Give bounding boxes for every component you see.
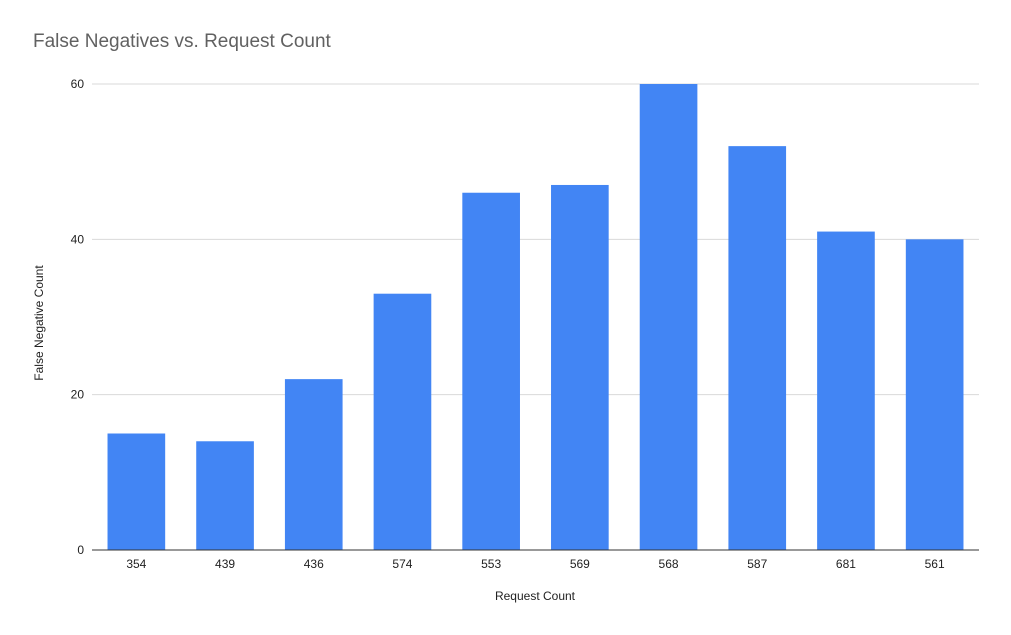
bar[interactable] (817, 231, 875, 551)
x-axis-title: Request Count (495, 589, 576, 603)
x-tick-label: 561 (925, 557, 945, 571)
x-tick-label: 568 (659, 557, 679, 571)
bar[interactable] (728, 146, 787, 550)
y-tick-label: 0 (77, 543, 84, 557)
bar[interactable] (107, 433, 166, 551)
x-tick-label: 354 (126, 557, 146, 571)
bar[interactable] (639, 84, 698, 550)
x-tick-label: 439 (215, 557, 235, 571)
x-tick-label: 681 (836, 557, 856, 571)
bar[interactable] (373, 293, 432, 550)
y-tick-label: 40 (71, 232, 85, 246)
x-tick-label: 569 (570, 557, 590, 571)
bar[interactable] (284, 379, 343, 550)
bar-layer (107, 84, 964, 551)
axis-layer: 0 20 40 60 354 439 436 574 553 569 568 587 681 561 (71, 77, 979, 571)
chart-title: False Negatives vs. Request Count (33, 31, 331, 52)
y-axis-title: False Negative Count (32, 265, 46, 381)
bar[interactable] (462, 192, 520, 550)
x-tick-label: 553 (481, 557, 501, 571)
x-tick-label: 574 (392, 557, 412, 571)
bar[interactable] (196, 441, 254, 550)
y-tick-label: 60 (71, 77, 85, 91)
bar[interactable] (551, 184, 609, 550)
y-tick-label: 20 (71, 388, 85, 402)
bar[interactable] (905, 239, 964, 551)
x-tick-label: 587 (747, 557, 767, 571)
x-tick-label: 436 (304, 557, 324, 571)
